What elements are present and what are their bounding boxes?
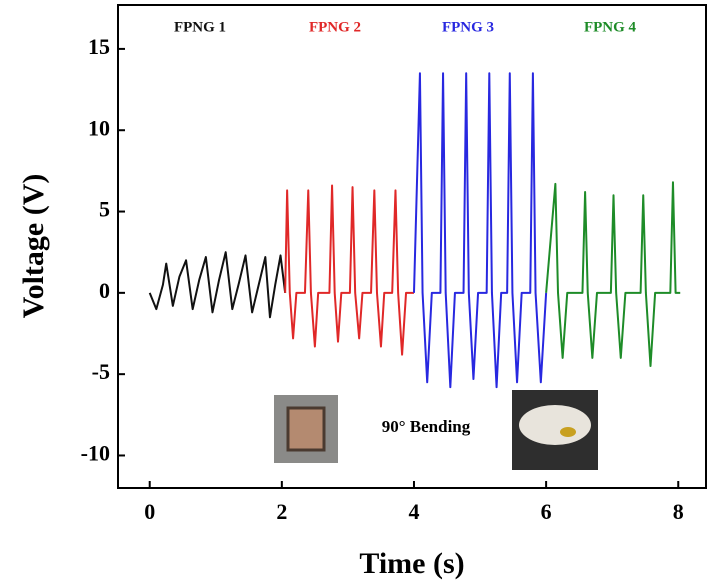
- y-tick-label: 5: [99, 197, 110, 222]
- series-line: [284, 184, 414, 356]
- x-axis-label: Time (s): [359, 547, 464, 580]
- series-line: [545, 181, 681, 368]
- annotation: 90° Bending: [382, 417, 471, 436]
- series-line: [412, 72, 548, 389]
- y-tick-label: 0: [99, 278, 110, 303]
- x-tick-label: 4: [408, 499, 419, 524]
- x-tick-label: 8: [673, 499, 684, 524]
- y-tick-label: 15: [88, 34, 110, 59]
- y-tick-label: -5: [92, 359, 110, 384]
- legend-label: FPNG 2: [309, 19, 361, 35]
- x-tick-label: 6: [541, 499, 552, 524]
- legend-label: FPNG 3: [442, 19, 494, 35]
- legend-label: FPNG 4: [584, 19, 637, 35]
- photo-device-film: [286, 406, 326, 452]
- y-tick-label: -10: [81, 441, 110, 466]
- legend-label: FPNG 1: [174, 19, 226, 35]
- x-tick-label: 0: [144, 499, 155, 524]
- y-tick-label: 10: [88, 115, 110, 140]
- y-axis-label: Voltage (V): [17, 174, 50, 319]
- photo-bending-hand: [519, 405, 591, 445]
- x-tick-label: 2: [276, 499, 287, 524]
- plot-frame: [117, 4, 707, 489]
- series-line: [148, 251, 287, 319]
- photo-bending-device: [560, 427, 576, 437]
